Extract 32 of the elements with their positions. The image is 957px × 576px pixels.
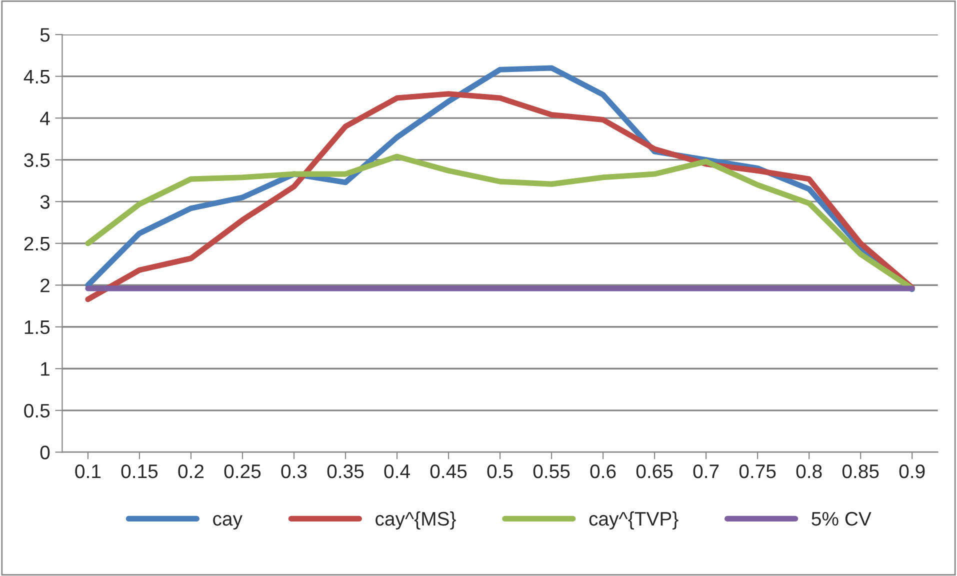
x-tick-label: 0.65 bbox=[636, 464, 673, 478]
y-tick-label: 3 bbox=[40, 195, 50, 209]
x-tick-label: 0.45 bbox=[430, 464, 467, 478]
x-tick-label: 0.4 bbox=[384, 464, 410, 478]
legend-label: cay^{MS} bbox=[376, 511, 456, 530]
x-tick-label: 0.3 bbox=[281, 464, 307, 478]
y-tick-label: 3.5 bbox=[24, 153, 50, 168]
x-tick-label: 0.35 bbox=[327, 464, 364, 478]
legend-label: 5% CV bbox=[812, 512, 872, 526]
x-tick-label: 0.75 bbox=[739, 464, 776, 478]
x-tick-label: 0.25 bbox=[224, 464, 261, 478]
y-tick-label: 1 bbox=[41, 362, 50, 376]
x-tick-label: 0.5 bbox=[487, 464, 513, 478]
x-tick-label: 0.6 bbox=[590, 464, 616, 478]
y-tick-label: 4 bbox=[40, 112, 50, 126]
x-tick-label: 0.55 bbox=[533, 464, 570, 478]
x-tick-label: 0.9 bbox=[899, 464, 925, 478]
x-tick-label: 0.85 bbox=[842, 464, 879, 478]
y-tick-label: 0.5 bbox=[24, 404, 50, 418]
legend-label: cay^{TVP} bbox=[589, 511, 678, 530]
x-tick-label: 0.8 bbox=[796, 464, 822, 478]
legend-label: cay bbox=[213, 515, 242, 530]
y-tick-label: 2.5 bbox=[24, 236, 50, 251]
y-tick-label: 4.5 bbox=[24, 70, 50, 84]
x-tick-label: 0.1 bbox=[75, 464, 101, 478]
y-tick-label: 0 bbox=[40, 446, 50, 460]
x-tick-label: 0.2 bbox=[178, 464, 204, 478]
x-tick-label: 0.15 bbox=[121, 464, 158, 478]
y-tick-label: 2 bbox=[40, 278, 50, 292]
y-tick-label: 5 bbox=[40, 28, 50, 42]
y-tick-label: 1.5 bbox=[24, 320, 50, 334]
x-tick-label: 0.7 bbox=[693, 464, 719, 478]
